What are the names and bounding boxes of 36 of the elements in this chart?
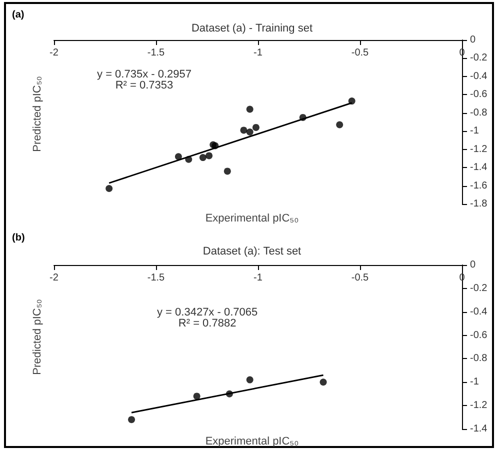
x-tick-label: -0.5 xyxy=(351,48,370,58)
chart-title: Dataset (a): Test set xyxy=(202,246,302,258)
x-tick-label: -0.5 xyxy=(351,272,370,284)
annotation: y = 0.3427x - 0.7065 R² = 0.7882 xyxy=(156,306,258,330)
y-tick-label: -1.8 xyxy=(470,198,488,210)
y-axis-title: Predicted pIC₅₀ xyxy=(32,76,44,152)
x-tick-label: -2 xyxy=(50,48,59,58)
y-tick-label: -0.6 xyxy=(470,330,488,341)
x-tick-label: -1.5 xyxy=(147,272,166,284)
y-tick-label: -0.8 xyxy=(470,107,488,118)
y-tick-label: -1.2 xyxy=(470,400,488,412)
x-tick-label: -1 xyxy=(254,272,263,284)
y-tick-label: -1.2 xyxy=(470,144,488,155)
x-axis-title: Experimental pIC₅₀ xyxy=(205,212,299,224)
x-tick-label: -1.5 xyxy=(147,48,166,58)
y-tick-label: -0.2 xyxy=(470,52,488,64)
x-tick-label: -2 xyxy=(50,272,59,284)
y-tick-label: -1 xyxy=(470,126,480,137)
y-axis-title: Predicted pIC₅₀ xyxy=(32,299,44,375)
y-tick-label: -0.4 xyxy=(470,306,488,318)
y-tick-label: 0 xyxy=(470,260,476,270)
y-tick-label: -1 xyxy=(470,376,480,388)
y-tick-label: -1.6 xyxy=(470,180,488,192)
y-tick-label: -0.8 xyxy=(470,353,488,364)
x-tick-label: -1 xyxy=(254,48,263,58)
x-axis-title: Experimental pIC₅₀ xyxy=(205,436,299,448)
text: (b) xyxy=(12,232,25,244)
chart-title: Dataset (a) - Training set xyxy=(191,22,313,34)
text: (a) xyxy=(12,10,24,20)
y-tick-label: -0.2 xyxy=(470,282,488,294)
y-tick-label: -0.4 xyxy=(470,70,488,82)
y-tick-label: -1.4 xyxy=(470,162,488,174)
y-tick-label: 0 xyxy=(470,34,476,46)
y-tick-label: -1.4 xyxy=(470,424,488,434)
annotation: y = 0.735x - 0.2957 R² = 0.7353 xyxy=(97,68,192,92)
y-tick-label: -0.6 xyxy=(470,89,488,100)
